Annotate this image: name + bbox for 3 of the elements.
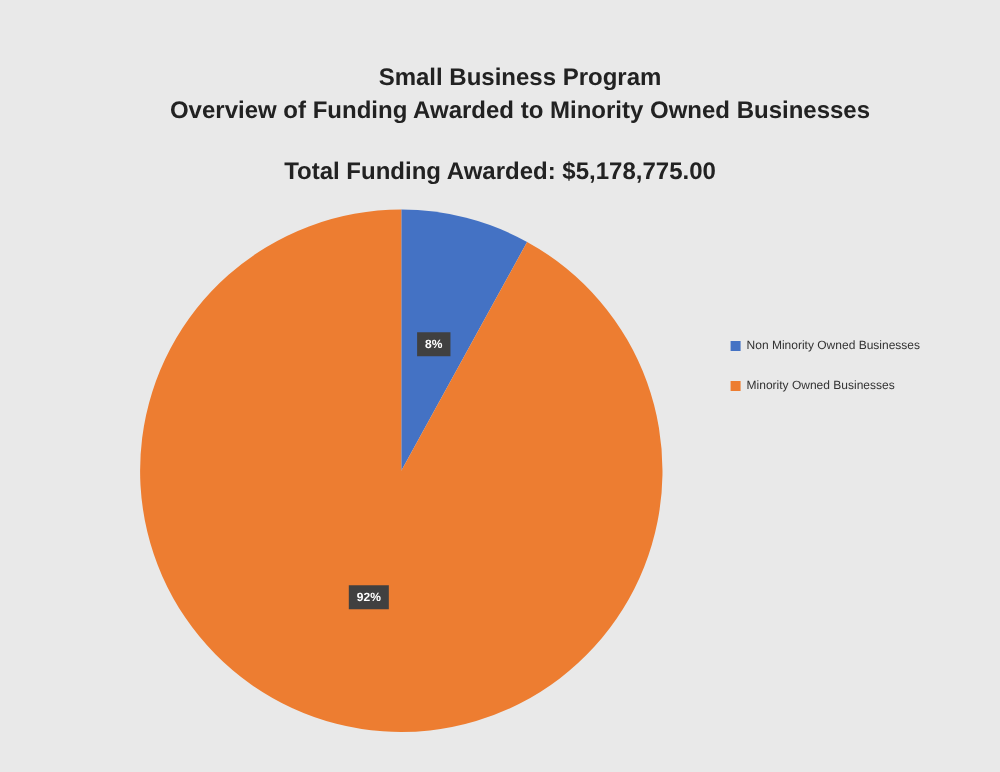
- chart-subtitle: Overview of Funding Awarded to Minority Owned Businesses: [169, 95, 871, 124]
- text: Total Funding Awarded: $5,178,775.00: [284, 156, 717, 185]
- chart-title: Small Business Program: [378, 63, 662, 92]
